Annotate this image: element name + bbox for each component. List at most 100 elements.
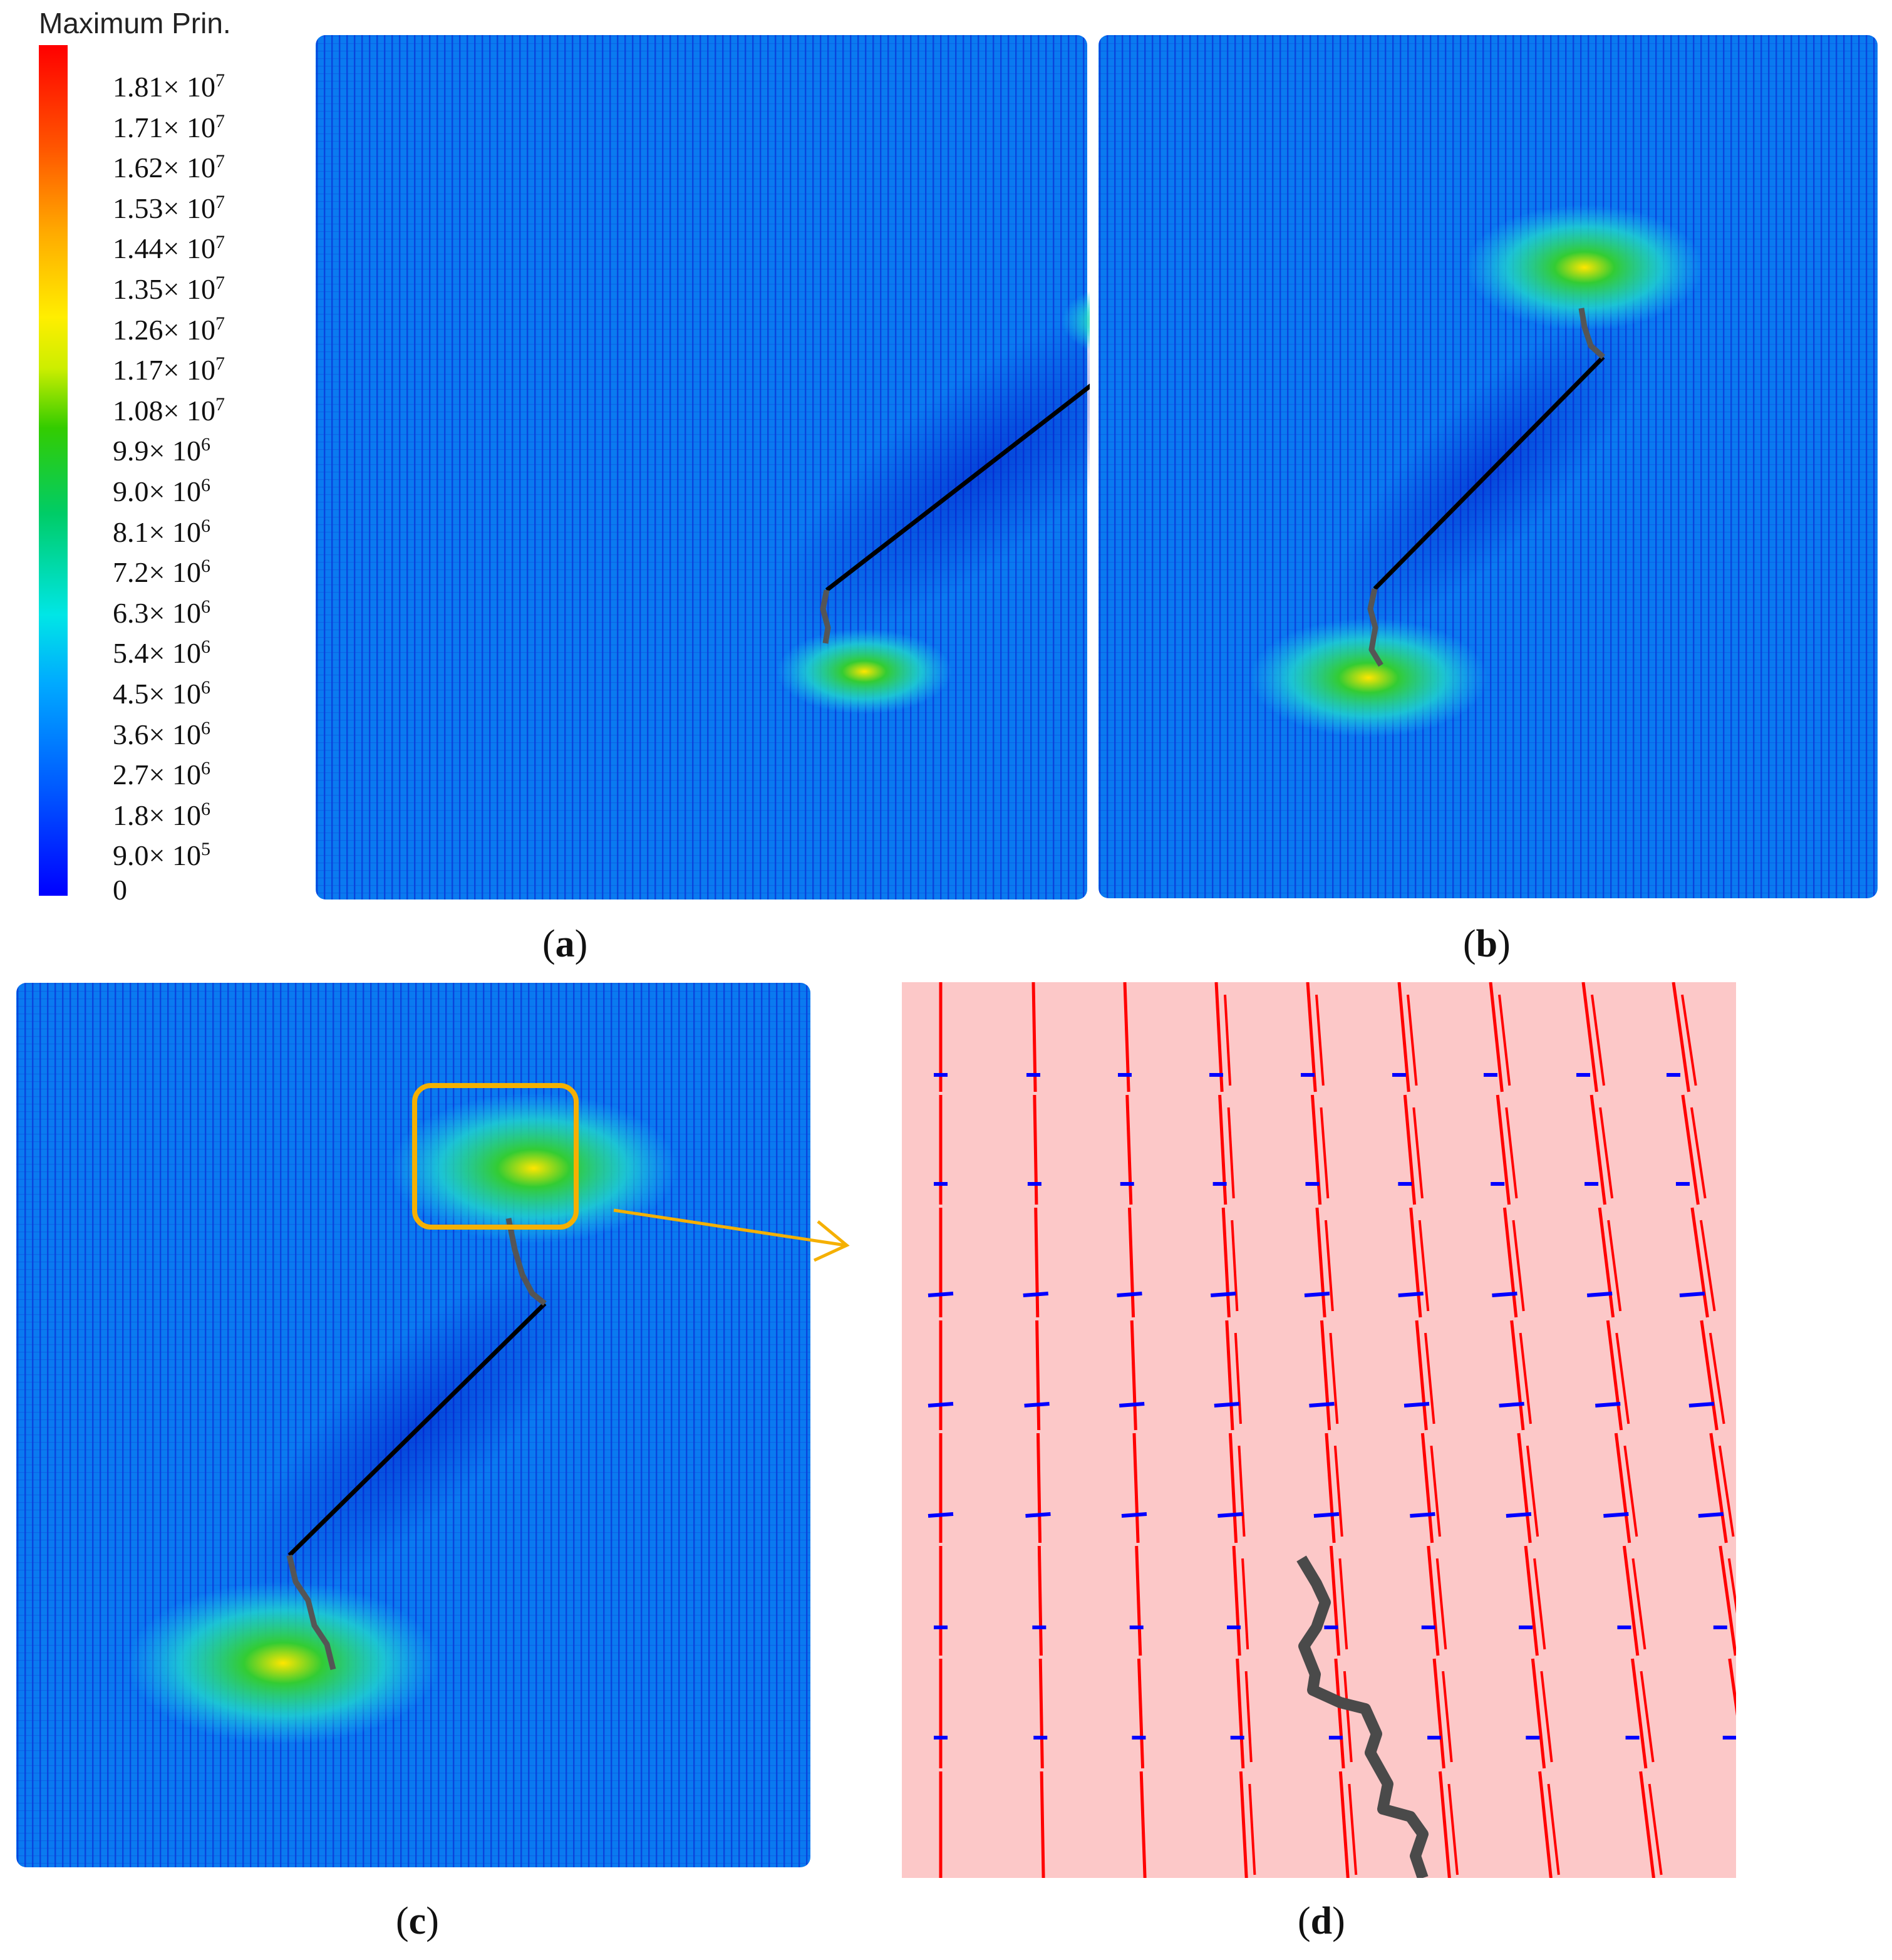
panel-d-particle-bond [1040,1771,1045,1878]
panel-d-particle-bond [1524,1545,1539,1656]
panel-d-particle-bond [1533,1558,1546,1650]
panel-d-particle-bond [1325,1433,1336,1543]
panel-d-particle-bond [1127,1207,1135,1318]
panel-d-particle-bond [1239,1771,1248,1878]
legend-tick-exponent: 6 [200,717,210,739]
legend-tick: 9.0× 106 [113,475,210,507]
panel-d-particle-bond [1719,1545,1736,1656]
panel-d-particle-bond [1435,1558,1447,1650]
caption-c-letter: c [408,1900,426,1942]
panel-d-particle-bond [1244,1671,1253,1763]
legend-tick: 3.6× 106 [113,717,210,750]
legend-tick-value: 1.44 [113,232,163,265]
legend-tick-value: 9.9 [113,435,149,467]
panel-d-particle-bond [1538,1771,1553,1878]
panel-d-particle-bond [1315,1207,1326,1318]
panel-d-particle-bond [1033,1094,1038,1205]
panel-d-particle-bond [1512,1220,1525,1312]
panel-c-pre-existing-flaw [287,1302,547,1557]
panel-d-contact-force [1403,1402,1430,1408]
panel-d-particle-bond [1447,1783,1459,1875]
panel-d-particle-bond [1320,1107,1330,1199]
panel-d-particle-bond [1690,1107,1707,1199]
panel-d-particle-bond [1640,1671,1655,1763]
zoom-arrow-line [613,1208,846,1247]
panel-d-contact-force [1698,1512,1724,1518]
panel-d-particle-bond [1427,1545,1440,1656]
legend-tick-value: 1.62 [113,152,163,184]
caption-b: (b) [1463,923,1511,965]
panel-b-wing-crack [1367,588,1383,667]
legend-title: Maximum Prin. [39,7,231,39]
panel-d-contact-force [1586,1292,1613,1297]
panel-d-particle-bond [1438,1771,1451,1878]
panel-d-particle-bond [1505,1107,1518,1199]
legend-tick-value: 7.2 [113,556,149,589]
panel-d-particle-bond [1700,1320,1719,1431]
panel-d-particle-bond [1397,982,1410,1092]
legend-tick-value: 1.8 [113,799,149,831]
legend-tick-value: 3.6 [113,718,149,750]
panel-d-particle-bond [1622,1545,1640,1656]
panel-d-particle-bond [1227,1107,1235,1199]
legend-tick-exponent: 6 [200,556,210,577]
panel-d-particle-bond [1681,994,1697,1086]
panel-d-particle-bond [1581,982,1598,1092]
legend-tick-value: 9.0 [113,839,149,872]
legend-tick: 1.35× 107 [113,272,225,305]
panel-d-contact-force [1499,1402,1524,1408]
panel-d-svg [902,982,1736,1878]
legend-tick-exponent: 6 [200,636,210,658]
legend-tick-value: 9.0 [113,475,149,507]
panel-d-particle-bond [1348,1783,1358,1875]
legend-tick-value: 5.4 [113,637,149,670]
panel-d-contact-force [928,1512,954,1518]
panel-d-contact-force [1595,1402,1621,1408]
legend-tick: 5.4× 106 [113,636,210,670]
panel-d-particle-bond [1615,1332,1630,1424]
panel-d-particle-bond [1034,1207,1040,1318]
legend-tick-value: 1.71 [113,111,163,143]
panel-d-contact-force [1398,1292,1424,1297]
panel-d-particle-bond [1606,1320,1623,1431]
panel-d-particle-bond [1526,1445,1539,1537]
panel-d-particle-bond [1672,982,1690,1092]
panel-d-particle-bond [1238,1445,1246,1537]
panel-d-particle-bond [1728,1658,1736,1716]
panel-d-particle-bond [1502,1207,1518,1318]
panel-c [14,980,813,1870]
panel-d-contact-force [1119,1402,1145,1408]
caption-b-letter: b [1476,923,1498,965]
panel-d-particle-bond [1420,1433,1434,1543]
panel-d-particle-bond [1547,1783,1560,1875]
panel-d-particle-bond [1338,1771,1350,1878]
caption-d: (d) [1298,1900,1345,1942]
panel-d-particle-bond [1334,1658,1345,1769]
legend-tick-exponent: 6 [200,515,210,536]
panel-d-particle-bond [1232,1545,1241,1656]
panel-d-particle-bond [1130,1320,1137,1431]
panel-d-particle-bond [1510,1320,1525,1431]
legend-tick: 1.26× 107 [113,313,225,346]
panel-d-particle-bond [1442,1671,1453,1763]
legend-tick-exponent: 7 [215,313,225,334]
legend-tick-exponent: 6 [200,798,210,819]
legend-tick-value: 2.7 [113,759,149,791]
panel-d-particle-bond [1690,1207,1709,1318]
panel-a [313,33,1090,902]
legend-tick: 6.3× 106 [113,596,210,629]
panel-d-contact-force [1603,1512,1629,1518]
panel-b [1096,33,1880,901]
panel-d-contact-force [928,1402,954,1408]
legend-tick-exponent: 7 [215,191,225,212]
panel-a-stress-concentration [777,629,952,714]
legend-tick-exponent: 7 [215,151,225,172]
panel-d-particle-bond [1681,1094,1700,1205]
panel-d-particle-bond [1135,1545,1142,1656]
panel-d-particle-bond [1038,1658,1044,1769]
panel-d-particle-bond [1699,1220,1716,1312]
caption-d-letter: d [1310,1900,1333,1942]
panel-c-wing-crack [505,1218,547,1306]
panel-d-particle-bond [1496,1094,1511,1205]
